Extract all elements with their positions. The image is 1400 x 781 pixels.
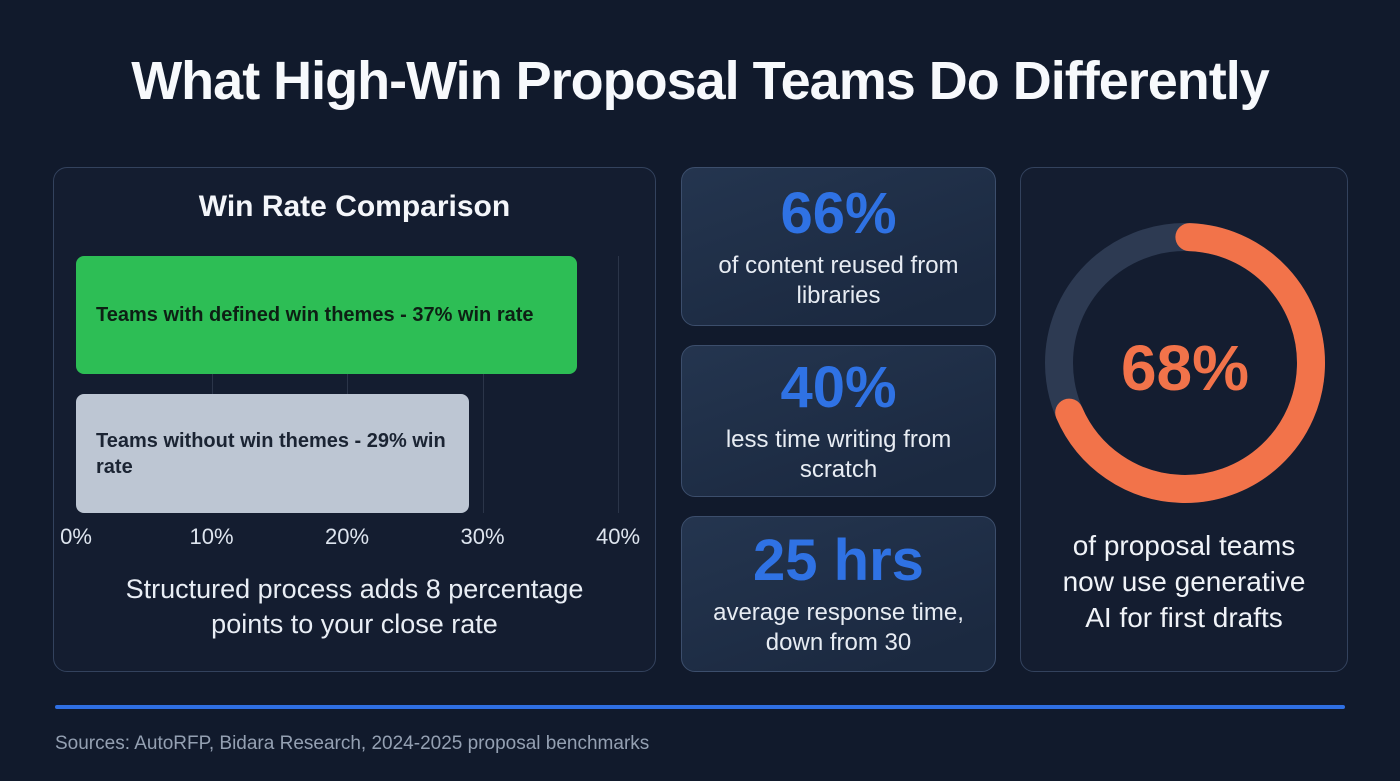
chart-title: Win Rate Comparison <box>198 190 511 223</box>
stat-card-response-time: 25 hrs average response time, down from … <box>681 516 996 672</box>
donut-arc <box>1045 222 1325 503</box>
gridline-20pct <box>347 256 348 513</box>
donut-caption: of proposal teams now use generative AI … <box>1049 528 1319 636</box>
x-axis: 0% 10% 20% 30% 40% <box>60 524 640 550</box>
donut-caption-line: of proposal teams <box>1072 530 1296 561</box>
footer-divider <box>55 705 1345 709</box>
bar-label: Teams without win themes - 29% win rate <box>96 429 446 478</box>
axis-tick-20: 20% <box>324 524 370 549</box>
page-title: What High-Win Proposal Teams Do Differen… <box>131 51 1270 111</box>
stat-caption: less time writing from scratch <box>725 426 952 483</box>
win-rate-comparison-panel: Win Rate Comparison Teams with defined w… <box>53 167 656 672</box>
donut-svg <box>1045 222 1325 503</box>
donut-caption-line: AI for first drafts <box>1085 602 1283 633</box>
donut-caption-line: now use generative <box>1062 566 1306 597</box>
chart-annotation: Structured process adds 8 percentage poi… <box>125 574 584 639</box>
bar-label: Teams with defined win themes - 37% win … <box>96 304 534 326</box>
axis-tick-30: 30% <box>460 524 505 549</box>
stat-card-content-reuse: 66% of content reused from libraries <box>681 167 996 326</box>
stat-caption: of content reused from libraries <box>718 251 959 309</box>
generative-ai-panel: 68% of proposal teams now use generative… <box>1020 167 1348 672</box>
bar-chart-plot: Teams with defined win themes - 37% win … <box>76 256 619 513</box>
stat-value: 66% <box>780 180 897 246</box>
footer-sources: Sources: AutoRFP, Bidara Research, 2024-… <box>55 733 650 754</box>
axis-tick-40: 40% <box>595 524 641 549</box>
donut-chart <box>1021 168 1349 558</box>
gridline-30pct <box>482 256 484 513</box>
bar-teams-without-win-themes: Teams without win themes - 29% win rate <box>76 394 469 513</box>
stat-caption: average response time, down from 30 <box>713 599 964 656</box>
axis-tick-0: 0% <box>60 524 92 549</box>
gridline-40pct <box>618 256 619 513</box>
axis-tick-10: 10% <box>189 524 234 549</box>
donut-center-label: 68% <box>1120 332 1250 404</box>
stat-card-less-writing-time: 40% less time writing from scratch <box>681 345 996 497</box>
stat-value: 25 hrs <box>753 528 924 593</box>
stat-value: 40% <box>780 355 897 420</box>
bar-teams-with-win-themes: Teams with defined win themes - 37% win … <box>76 256 578 374</box>
gridline-10pct <box>211 256 213 513</box>
